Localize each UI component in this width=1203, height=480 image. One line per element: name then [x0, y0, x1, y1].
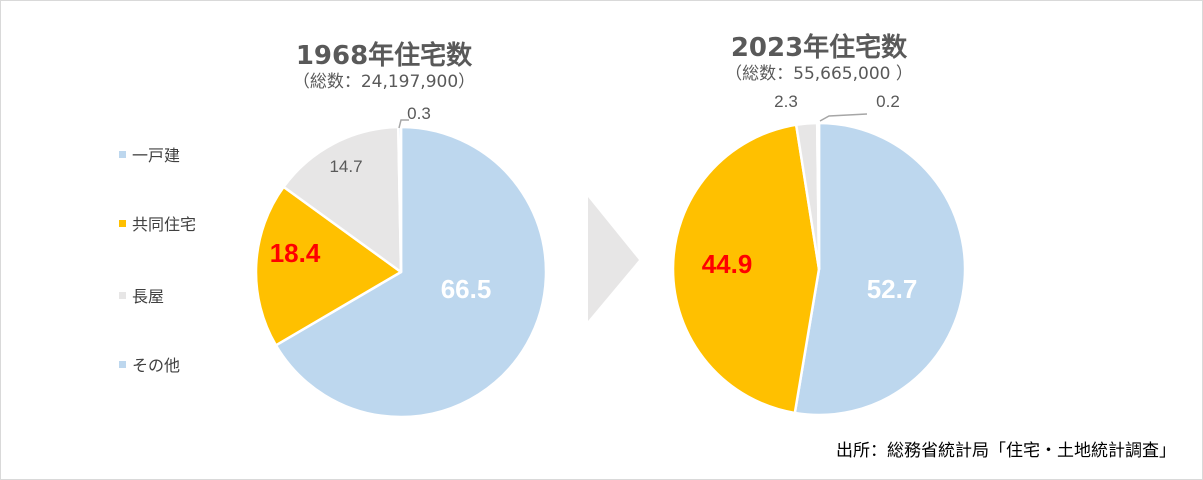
pie-2023-label-detached-house: 52.7	[867, 274, 918, 304]
pie-2023-label-other: 0.2	[876, 92, 900, 111]
chart-2023-subtitle: （総数：55,665,000 ）	[725, 64, 913, 84]
source-note: 出所：総務省統計局「住宅・土地統計調査」	[836, 441, 1176, 461]
pie-2023-slice-other	[815, 121, 821, 271]
pie-1968-label-detached-house: 66.5	[441, 274, 492, 304]
pie-1968-label-row-house: 14.7	[329, 157, 362, 176]
legend-label-other: その他	[132, 356, 181, 375]
pie-2023-label-apartment: 44.9	[702, 249, 753, 279]
pie-1968-slice-row-house	[282, 125, 403, 274]
legend-swatch-detached-house	[119, 150, 126, 158]
chart-1968-subtitle: （総数：24,197,900）	[292, 72, 476, 92]
legend-item-row-house: 長屋	[119, 284, 164, 306]
chart-1968-title: 1968年住宅数	[295, 41, 473, 71]
pie-1968-leader-other	[398, 119, 409, 129]
legend-swatch-other	[119, 360, 126, 368]
pie-1968-slice-apartment	[254, 185, 403, 347]
legend-item-apartment: 共同住宅	[119, 212, 196, 234]
pie-1968-label-other: 0.3	[407, 104, 431, 123]
pie-2023-slice-apartment	[671, 123, 821, 415]
legend-item-detached-house: 一戸建	[119, 143, 180, 165]
pie-2023-slice-detached-house	[793, 121, 967, 417]
transition-arrow	[588, 197, 639, 321]
pie-2023-label-row-house: 2.3	[774, 92, 798, 111]
legend-swatch-row-house	[119, 291, 126, 299]
pie-1968-label-apartment: 18.4	[270, 238, 321, 268]
legend-label-apartment: 共同住宅	[132, 215, 197, 234]
legend-swatch-apartment	[119, 219, 126, 227]
legend-label-detached-house: 一戸建	[132, 146, 181, 165]
pie-2023-leader-other	[819, 113, 868, 122]
legend-item-other: その他	[119, 353, 180, 375]
legend-label-row-house: 長屋	[132, 287, 165, 306]
chart-2023-title: 2023年住宅数	[730, 33, 908, 63]
pie-1968-slice-detached-house	[274, 125, 548, 419]
